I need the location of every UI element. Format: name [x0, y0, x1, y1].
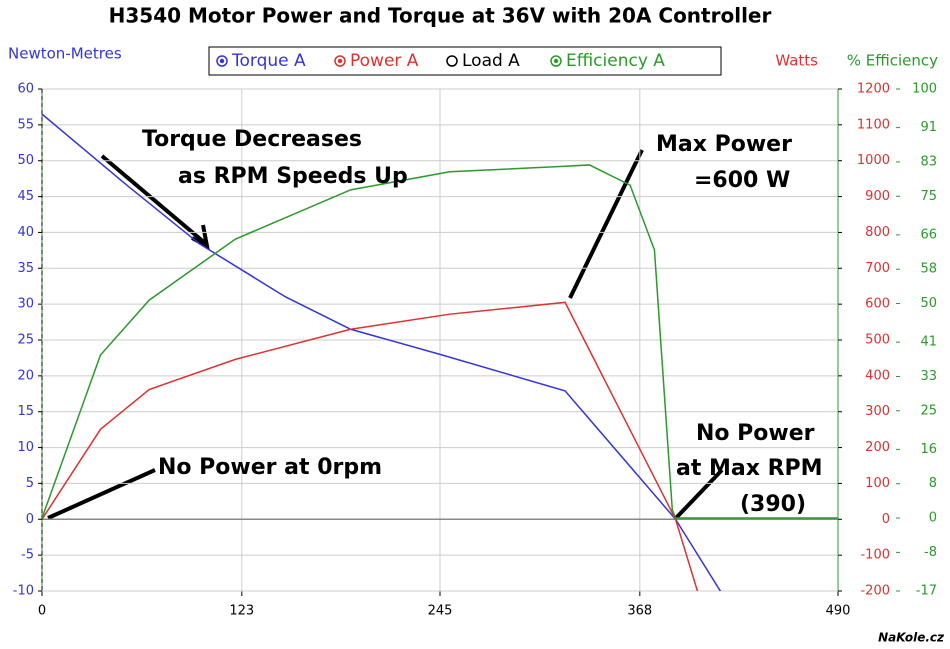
legend-label: Efficiency A — [566, 51, 665, 71]
legend-label: Torque A — [231, 51, 306, 71]
x-tick-label: 490 — [826, 604, 851, 619]
legend-marker-dot — [553, 58, 559, 64]
y-axis-label: Newton-Metres — [8, 45, 122, 63]
y2-tick-label: 700 — [865, 261, 890, 276]
annotation: No Power — [696, 421, 815, 446]
y3-tick-label: 8 — [929, 476, 937, 491]
y-tick-label: 0 — [26, 512, 34, 527]
annotation: =600 W — [694, 168, 790, 193]
plot-area — [42, 113, 838, 591]
y-tick-label: 30 — [17, 297, 34, 312]
x-tick-label: 123 — [229, 604, 254, 619]
y2-tick-label: 600 — [865, 297, 890, 312]
legend-marker-dot — [337, 58, 343, 64]
legend-marker — [446, 55, 458, 67]
y2-tick-label: 900 — [865, 189, 890, 204]
y-tick-label: 60 — [17, 82, 34, 97]
y-tick-label: -10 — [13, 584, 34, 599]
y3-tick-label: 50 — [920, 296, 937, 311]
y2-tick-label: 200 — [865, 440, 890, 455]
y3-tick-label: 66 — [920, 227, 937, 242]
y2-tick-label: 1200 — [857, 82, 890, 97]
x-tick-label: 245 — [428, 604, 453, 619]
y3-tick-label: 0 — [929, 511, 937, 526]
y3-tick-label: 75 — [920, 189, 937, 204]
y3-axis-label: % Efficiency — [847, 52, 938, 70]
y2-tick-label: -100 — [860, 548, 890, 563]
y2-tick-label: 400 — [865, 368, 890, 383]
y-tick-label: 40 — [17, 225, 34, 240]
y-tick-label: 50 — [17, 153, 34, 168]
y2-tick-label: 1000 — [857, 153, 890, 168]
series-line — [42, 301, 699, 591]
y2-tick-label: 0 — [882, 512, 890, 527]
y3-tick-label: 16 — [920, 442, 937, 457]
y2-tick-label: 500 — [865, 333, 890, 348]
y3-tick-label: 33 — [920, 369, 937, 384]
y2-tick-label: 1100 — [857, 117, 890, 132]
y-tick-label: -5 — [21, 548, 34, 563]
watermark: NaKole.cz — [878, 631, 945, 645]
y-tick-label: 10 — [17, 440, 34, 455]
chart-title: H3540 Motor Power and Torque at 36V with… — [109, 4, 772, 28]
y-tick-label: 5 — [26, 476, 34, 491]
y-tick-label: 25 — [17, 333, 34, 348]
x-tick-label: 0 — [38, 604, 46, 619]
annotation: as RPM Speeds Up — [178, 164, 408, 189]
y3-tick-label: -17 — [916, 584, 937, 599]
y3-tick-label: 91 — [920, 120, 937, 135]
y3-tick-label: 100 — [912, 82, 937, 97]
legend-marker-dot — [219, 58, 225, 64]
y2-tick-label: 100 — [865, 476, 890, 491]
y-tick-label: 45 — [17, 189, 34, 204]
y2-axis-label: Watts — [775, 52, 818, 70]
y2-tick-label: 800 — [865, 225, 890, 240]
annotation: Max Power — [656, 132, 792, 157]
y-tick-label: 35 — [17, 261, 34, 276]
y3-tick-label: 83 — [920, 154, 937, 169]
annotation: (390) — [740, 492, 806, 517]
legend-label: Load A — [462, 51, 520, 71]
annotation: No Power at 0rpm — [158, 455, 382, 480]
legend — [208, 46, 722, 76]
y2-tick-label: -200 — [860, 584, 890, 599]
x-tick-label: 368 — [627, 604, 652, 619]
y-tick-label: 55 — [17, 117, 34, 132]
y3-tick-label: -8 — [924, 545, 937, 560]
y-tick-label: 20 — [17, 368, 34, 383]
arrows — [47, 149, 724, 520]
y3-tick-label: 25 — [920, 403, 937, 418]
y3-tick-label: 58 — [920, 262, 937, 277]
series-line — [42, 164, 838, 519]
y2-tick-label: 300 — [865, 404, 890, 419]
annotation: at Max RPM — [676, 456, 823, 481]
y3-tick-label: 41 — [920, 335, 937, 350]
legend-label: Power A — [350, 51, 419, 71]
annotation: Torque Decreases — [142, 127, 362, 152]
y-tick-label: 15 — [17, 404, 34, 419]
